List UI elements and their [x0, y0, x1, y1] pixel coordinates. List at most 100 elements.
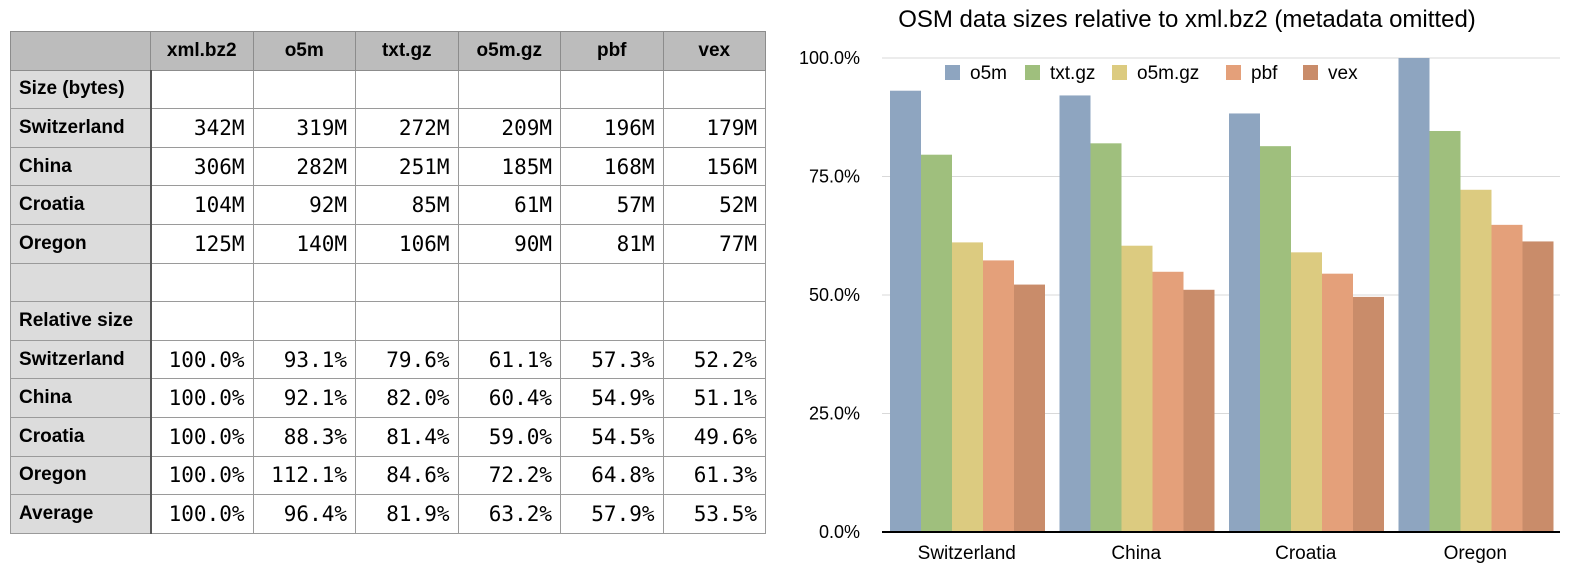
column-header: vex [662, 31, 766, 71]
legend-label: pbf [1251, 63, 1278, 84]
column-header: pbf [560, 31, 664, 71]
table-cell [457, 301, 561, 341]
table-cell [457, 262, 561, 303]
table-cell: 51.1% [662, 378, 766, 418]
table-cell [662, 301, 766, 341]
table-cell: 85M [355, 185, 459, 225]
legend-label: vex [1328, 63, 1358, 84]
bar-o5m-china [1059, 95, 1091, 533]
table-cell: 156M [662, 146, 766, 187]
row-label: Switzerland [10, 108, 152, 148]
table-corner-cell [10, 31, 151, 71]
bar-o5m.gz-china [1121, 245, 1153, 533]
table-cell: 306M [150, 146, 254, 187]
table-cell: 63.2% [457, 494, 561, 534]
bar-vex-switzerland [1014, 284, 1045, 532]
row-label: Oregon [10, 455, 152, 496]
table-cell: 77M [662, 223, 766, 264]
table-cell: 251M [355, 146, 459, 187]
table-cell: 100.0% [150, 455, 254, 496]
table-row: China 306M 282M 251M 185M 168M 156M [10, 146, 766, 187]
chart-title: OSM data sizes relative to xml.bz2 (meta… [898, 6, 1476, 33]
table-cell: 52M [662, 185, 766, 225]
bar-pbf-china [1152, 271, 1184, 532]
bar-vex-oregon [1522, 241, 1554, 533]
table-cell: 61M [457, 185, 561, 225]
legend-swatch-o5m [945, 65, 960, 80]
table-cell: 81M [560, 223, 664, 264]
table-cell: 209M [457, 108, 561, 148]
table-row: Croatia 100.0% 88.3% 81.4% 59.0% 54.5% 49.6% [10, 416, 766, 457]
legend-label: txt.gz [1050, 63, 1095, 84]
table-cell: 185M [457, 146, 561, 187]
legend-swatch-o5m.gz [1112, 65, 1127, 80]
table-cell: 81.4% [355, 416, 459, 457]
x-category-label: Croatia [1275, 543, 1337, 564]
bar-txt.gz-switzerland [921, 154, 952, 533]
x-category-label: China [1111, 543, 1161, 564]
bar-o5m.gz-switzerland [952, 242, 983, 533]
bar-o5m-oregon [1398, 58, 1430, 532]
table-cell: 90M [457, 223, 561, 264]
table-cell [252, 69, 356, 110]
table-cell: 49.6% [662, 416, 766, 457]
bar-pbf-croatia [1322, 273, 1353, 532]
table-cell: 72.2% [457, 455, 561, 496]
table-cell: 100.0% [150, 339, 254, 380]
column-header: o5m [252, 31, 356, 71]
table-row: Oregon 125M 140M 106M 90M 81M 77M [10, 223, 766, 264]
table-cell: 57.9% [560, 494, 664, 534]
table-cell: 96.4% [252, 494, 356, 534]
row-label: Size (bytes) [10, 69, 152, 110]
y-tick-label: 100.0% [799, 48, 860, 68]
y-tick-label: 75.0% [809, 167, 860, 187]
table-cell [662, 262, 766, 303]
legend-label: o5m.gz [1137, 63, 1199, 84]
table-cell: 100.0% [150, 378, 254, 418]
table-cell: 57.3% [560, 339, 664, 380]
row-label: Croatia [10, 185, 152, 225]
table-cell: 100.0% [150, 494, 254, 534]
table-row: Switzerland 100.0% 93.1% 79.6% 61.1% 57.3% 52.… [10, 339, 766, 380]
table-cell: 125M [150, 223, 254, 264]
y-tick-label: 0.0% [819, 522, 860, 542]
table-cell: 92.1% [252, 378, 356, 418]
bar-chart: 0.0% 25.0% 50.0% 75.0% 100.0% Switzerland Chin… [799, 48, 1560, 564]
legend-swatch-txt.gz [1025, 65, 1040, 80]
table-cell: 92M [252, 185, 356, 225]
table-header-row: xml.bz2 o5m txt.gz o5m.gz pbf vex [10, 31, 766, 71]
row-label: Relative size [10, 301, 152, 341]
table-cell: 168M [560, 146, 664, 187]
table-cell [355, 69, 459, 110]
y-tick-label: 50.0% [809, 285, 860, 305]
row-label: Oregon [10, 223, 152, 264]
bar-o5m.gz-oregon [1460, 189, 1492, 532]
row-label: Average [10, 494, 152, 534]
table-cell: 112.1% [252, 455, 356, 496]
table-cell: 82.0% [355, 378, 459, 418]
y-tick-label: 25.0% [809, 404, 860, 424]
row-label [10, 262, 152, 303]
table-row: Oregon 100.0% 112.1% 84.6% 72.2% 64.8% 61.3% [10, 455, 766, 496]
table-cell: 196M [560, 108, 664, 148]
table-cell [560, 301, 664, 341]
table-cell: 272M [355, 108, 459, 148]
bar-txt.gz-china [1090, 143, 1122, 532]
table-cell: 342M [150, 108, 254, 148]
table-row: Size (bytes) [10, 69, 766, 110]
table-row: Average 100.0% 96.4% 81.9% 63.2% 57.9% 53.5% [10, 494, 766, 534]
table-cell: 319M [252, 108, 356, 148]
table-cell: 53.5% [662, 494, 766, 534]
table-cell: 61.1% [457, 339, 561, 380]
table-cell: 79.6% [355, 339, 459, 380]
size-table: xml.bz2 o5m txt.gz o5m.gz pbf vex Size (bytes… [10, 31, 766, 534]
x-category-label: Oregon [1444, 543, 1507, 564]
table-cell: 57M [560, 185, 664, 225]
table-cell: 52.2% [662, 339, 766, 380]
table-row: Switzerland 342M 319M 272M 209M 196M 179M [10, 108, 766, 148]
table-cell: 282M [252, 146, 356, 187]
table-cell: 64.8% [560, 455, 664, 496]
column-header: txt.gz [355, 31, 459, 71]
table-cell: 104M [150, 185, 254, 225]
bar-o5m-croatia [1229, 113, 1260, 532]
